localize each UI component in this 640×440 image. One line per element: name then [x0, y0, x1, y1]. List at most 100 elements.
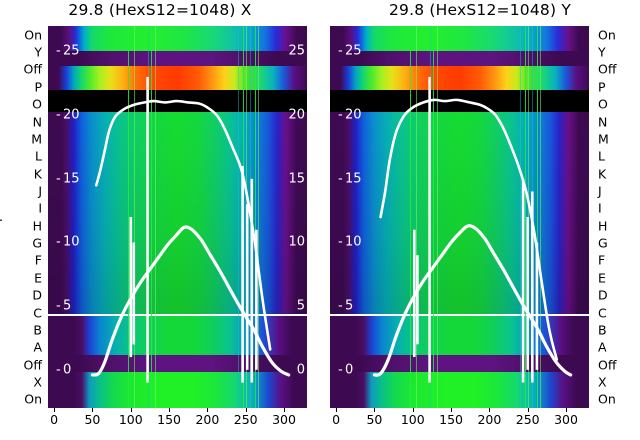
heatmap-band-dim-purple-band-1	[330, 51, 589, 66]
x-tick-mark	[245, 408, 247, 412]
row-label-off: Off	[598, 357, 617, 373]
x-tick-label: 150	[157, 412, 181, 427]
row-label-g: G	[32, 235, 42, 251]
heatmap-band-black-mask-band	[48, 90, 307, 112]
spike-marker	[539, 26, 541, 408]
spike-marker	[520, 26, 522, 408]
panel-x: 29.8 (HexS12=1048) X -0 0 -5 5 -10 10 -15 15 -20…	[48, 1, 307, 408]
row-label-o: O	[32, 96, 42, 112]
row-label-l: L	[35, 148, 42, 164]
spike-marker	[245, 26, 247, 408]
row-label-f: F	[598, 252, 606, 268]
panel-y-title: 29.8 (HexS12=1048) Y	[388, 1, 571, 19]
x-tick-label: 300	[554, 412, 578, 427]
heatmap-band-main-heatmap	[48, 112, 307, 314]
row-label-d: D	[32, 287, 42, 303]
x-tick-mark	[284, 408, 285, 412]
row-label-a: A	[33, 339, 42, 355]
y-tick-label: 10	[288, 234, 305, 250]
row-label-x: X	[33, 374, 42, 390]
row-label-c: C	[33, 305, 42, 320]
row-label-off: Off	[598, 61, 617, 77]
x-tick-label: 250	[233, 412, 258, 427]
row-label-n: N	[598, 114, 608, 129]
row-label-i: I	[38, 200, 42, 216]
spike-marker	[250, 26, 252, 408]
y-tick-label: 20	[288, 107, 305, 123]
row-label-off: Off	[23, 61, 42, 77]
heatmap-band-bright-green-band	[330, 372, 589, 408]
spike-marker	[429, 26, 431, 408]
heatmap-band-bright-green-band	[48, 372, 307, 408]
heatmap-band-rainbow-band	[48, 66, 307, 90]
y-tick-label: -20	[338, 107, 362, 123]
y-tick-label: 15	[288, 171, 305, 187]
spike-marker	[532, 26, 534, 408]
row-label-d: D	[598, 287, 608, 303]
row-label-on: On	[24, 27, 42, 43]
spike-marker	[432, 26, 434, 408]
y-tick-label: -5	[56, 298, 72, 314]
row-label-p: P	[598, 79, 606, 95]
row-label-e: E	[34, 270, 42, 286]
heatmap-band-black-mask-band	[330, 90, 589, 112]
spike-marker	[409, 26, 411, 408]
panel-x-title: 29.8 (HexS12=1048) X	[68, 1, 252, 19]
y-tick-label: -0	[56, 362, 72, 378]
y-tick-label: -25	[56, 43, 80, 59]
y-tick-label: -20	[56, 107, 80, 123]
y-tick-label: -25	[338, 43, 362, 59]
row-label-n: N	[32, 114, 42, 129]
row-label-j: J	[38, 183, 42, 199]
x-tick-mark	[566, 408, 567, 412]
x-tick-mark	[451, 408, 453, 412]
y-tick-label: -5	[338, 298, 354, 314]
x-tick-mark	[374, 408, 376, 412]
x-tick-label: 150	[439, 412, 463, 427]
row-label-o: O	[598, 96, 608, 112]
y-tick-label: -0	[338, 362, 354, 378]
spike-marker	[133, 26, 135, 408]
y-tick-label: 5	[296, 298, 305, 314]
row-label-b: B	[33, 322, 42, 338]
row-label-p: P	[34, 79, 42, 95]
x-tick-mark	[336, 408, 338, 412]
spike-marker	[254, 26, 256, 408]
panel-x-axes: -0 0 -5 5 -10 10 -15 15 -20 20 -25 25	[48, 26, 307, 408]
heatmap-band-dim-purple-band-2	[330, 355, 589, 372]
heatmap-band-dim-purple-band-1	[48, 51, 307, 66]
row-label-m: M	[598, 131, 609, 147]
y-tick-label: -15	[338, 171, 362, 187]
x-tick-label: 100	[118, 412, 143, 427]
spike-marker	[155, 26, 157, 408]
x-tick-label: 0	[332, 412, 341, 427]
row-label-y: Y	[598, 44, 606, 60]
y-tick-label: -10	[56, 234, 80, 250]
heatmap-band-main-heatmap	[330, 112, 589, 314]
panel-y: 29.8 (HexS12=1048) Y -0 -5 -10 -15 -20 -25	[320, 0, 640, 440]
spike-marker	[147, 26, 149, 408]
heatmap-band-lower-cyan-band	[330, 316, 589, 355]
y-tick-label: -10	[338, 234, 362, 250]
spike-marker	[257, 26, 259, 408]
x-tick-label: 100	[400, 412, 425, 427]
row-label-on: On	[598, 391, 616, 407]
y-tick-label: -15	[56, 171, 80, 187]
spike-marker	[415, 26, 417, 408]
row-label-j: J	[598, 183, 602, 199]
heatmap-band-top-green-band	[48, 26, 307, 51]
row-label-h: H	[598, 218, 608, 234]
panel-y-heatmap	[330, 26, 589, 408]
spike-marker	[150, 26, 152, 408]
x-tick-mark	[207, 408, 209, 412]
heatmap-band-lower-cyan-band	[48, 316, 307, 355]
x-tick-mark	[130, 408, 132, 412]
row-label-k: K	[598, 166, 607, 182]
x-tick-mark	[54, 408, 56, 412]
spike-marker	[242, 26, 244, 408]
row-label-m: M	[31, 131, 42, 147]
x-tick-label: 200	[477, 412, 502, 427]
row-label-x: X	[598, 374, 607, 390]
panel-x-heatmap	[48, 26, 307, 408]
